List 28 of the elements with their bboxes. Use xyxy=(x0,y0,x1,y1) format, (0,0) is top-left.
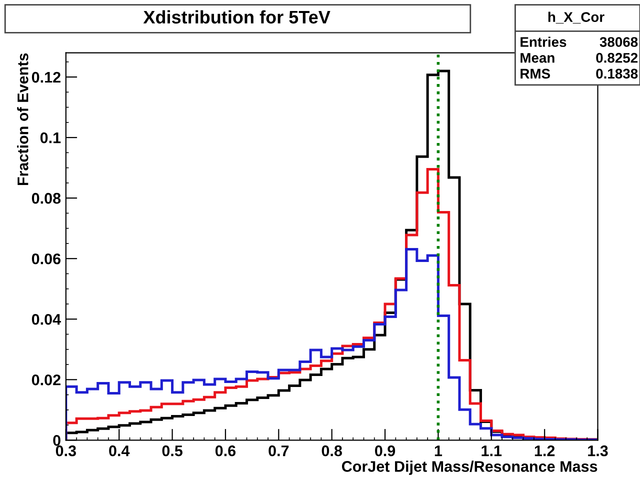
y-tick-label: 0.12 xyxy=(32,72,60,83)
x-tick-label: 1 xyxy=(434,446,442,456)
x-tick-label: 0.5 xyxy=(162,445,182,456)
y-tick-label: 0.04 xyxy=(32,314,61,325)
x-tick-label: 1.1 xyxy=(482,446,502,456)
annotation: 0.8252 xyxy=(596,52,638,63)
y-tick-label: 0.1 xyxy=(40,132,61,144)
x-tick-label: 0.8 xyxy=(322,445,342,456)
annotation: RMS xyxy=(520,68,550,79)
x-tick-label: 0.7 xyxy=(268,445,289,456)
x-axis-title: CorJet Dijet Mass/Resonance Mass xyxy=(342,460,598,475)
chart-title: Xdistribution for 5TeV xyxy=(143,10,330,24)
y-tick-label: 0.08 xyxy=(32,192,61,204)
x-tick-label: 1.2 xyxy=(534,445,555,456)
annotation: Mean xyxy=(520,53,554,63)
y-tick-label: 0.02 xyxy=(32,374,60,386)
x-tick-label: 0.4 xyxy=(109,445,130,456)
annotation: 0.1838 xyxy=(596,68,638,79)
text: Entries xyxy=(520,36,566,47)
x-tick-label: 1.3 xyxy=(588,445,608,456)
text: 38068 xyxy=(600,37,638,47)
y-tick-label: 0.06 xyxy=(32,253,61,264)
x-tick-label: 0.6 xyxy=(215,445,236,456)
y-axis-title: Fraction of Events xyxy=(17,53,28,186)
x-tick-label: 0.9 xyxy=(375,445,396,456)
text: h_X_Cor xyxy=(548,12,604,24)
y-tick-label: 0 xyxy=(53,435,60,446)
x-tick-label: 0.3 xyxy=(56,445,76,456)
